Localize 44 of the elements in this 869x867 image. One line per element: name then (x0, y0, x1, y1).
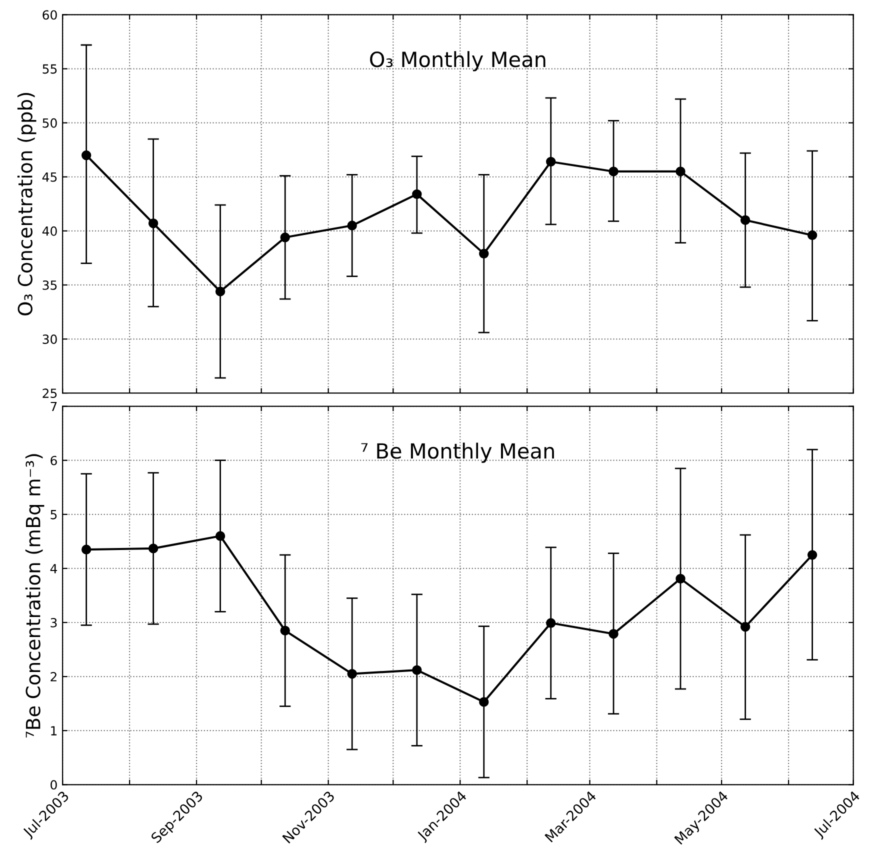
point (546, 618, 556, 628)
y-tick-label: 2 (50, 672, 56, 682)
point (280, 626, 290, 636)
y-tick-label: 35 (42, 280, 57, 290)
y-tick-label: 7 (50, 402, 57, 412)
point (347, 220, 357, 230)
y-tick-label: 50 (42, 118, 57, 128)
y-tick-label: 30 (42, 334, 57, 344)
text: ⁷ Be Monthly Mean (361, 442, 554, 463)
point (608, 628, 618, 639)
y-tick-label: 40 (42, 226, 57, 236)
y-tick-label: 5 (50, 510, 57, 520)
point (740, 622, 750, 632)
point (676, 166, 686, 176)
text: O₃ Monthly Mean (370, 51, 546, 72)
point (81, 150, 92, 160)
point (412, 189, 422, 200)
y-tick-label: 1 (51, 726, 57, 736)
point (479, 248, 489, 258)
point (280, 232, 290, 242)
point (740, 215, 750, 225)
y-axis-title: ⁷Be Concentration (mBq m⁻³) (25, 454, 44, 738)
point (676, 574, 686, 584)
point (546, 156, 556, 167)
point (148, 218, 158, 228)
y-tick-label: 45 (42, 172, 57, 182)
y-tick-label: 4 (50, 564, 58, 574)
y-tick-label: 3 (50, 618, 57, 628)
y-tick-label: 6 (50, 456, 57, 466)
point (807, 550, 818, 560)
y-tick-label: 55 (42, 64, 57, 74)
point (412, 665, 422, 675)
y-axis-title: O₃ Concentration (ppb) (17, 92, 36, 316)
point (347, 668, 357, 679)
y-tick-label: 60 (42, 10, 57, 20)
point (81, 544, 92, 554)
point (807, 230, 818, 240)
point (479, 697, 489, 707)
point (148, 544, 158, 554)
point (608, 166, 618, 176)
y-tick-label: 0 (50, 780, 57, 790)
y-tick-label: 25 (42, 388, 57, 398)
point (215, 286, 226, 296)
point (215, 531, 226, 541)
